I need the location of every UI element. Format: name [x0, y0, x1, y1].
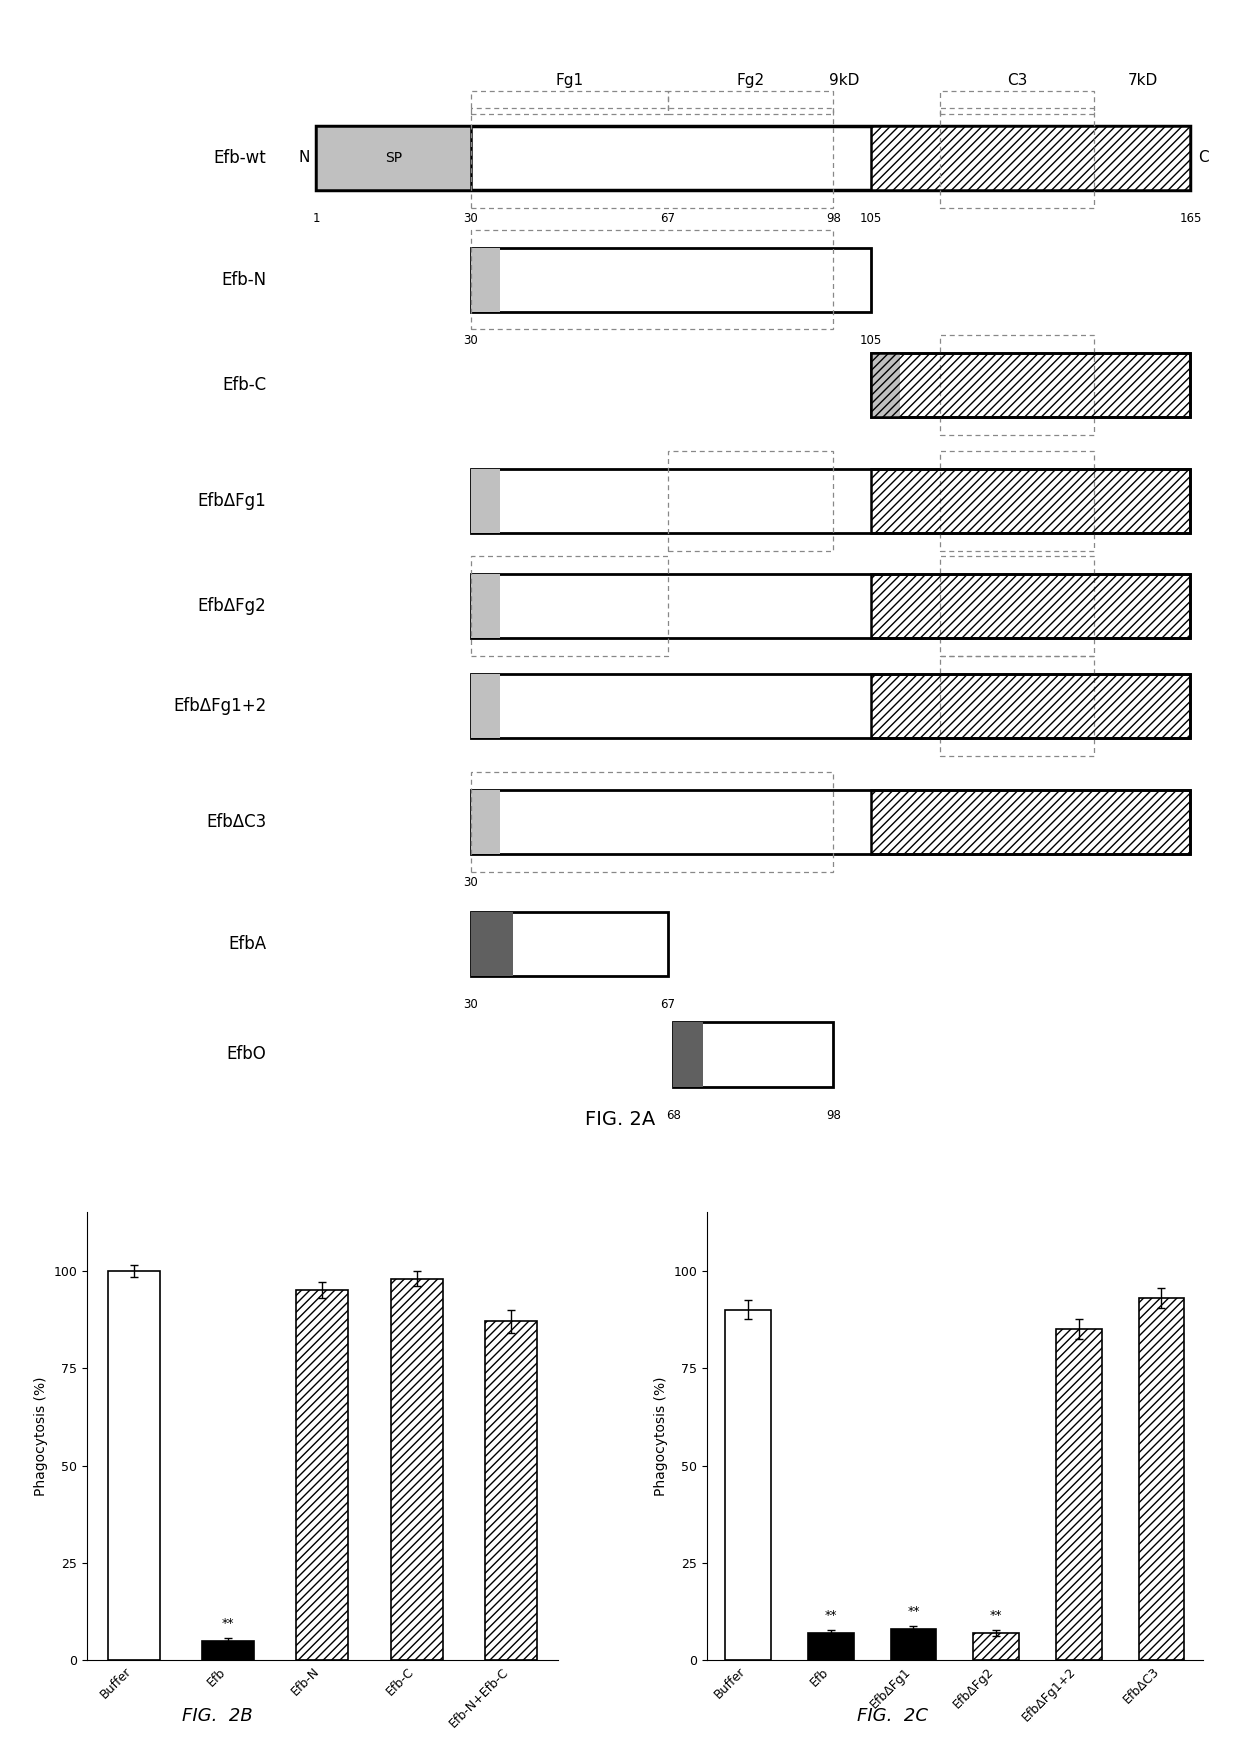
Text: EfbΔFg1+2: EfbΔFg1+2 [174, 698, 267, 715]
Bar [471, 575, 500, 638]
Bar [668, 91, 833, 114]
Bar [471, 248, 500, 311]
Text: Efb-wt: Efb-wt [213, 149, 267, 167]
Text: **: ** [908, 1606, 920, 1618]
Text: Fg1: Fg1 [556, 74, 584, 88]
Text: FIG. 2A: FIG. 2A [585, 1110, 655, 1128]
Text: 7kD: 7kD [1127, 74, 1158, 88]
Text: EfbA: EfbA [228, 935, 267, 952]
Bar [940, 452, 1095, 550]
Bar [870, 127, 1190, 190]
Text: Fg2: Fg2 [737, 74, 765, 88]
Bar [471, 773, 833, 871]
Text: EfbO: EfbO [227, 1045, 267, 1063]
Text: 67: 67 [661, 213, 676, 225]
Bar [471, 912, 668, 975]
Bar [471, 469, 1190, 532]
Bar [296, 1290, 348, 1660]
Text: 30: 30 [464, 877, 479, 889]
Bar [316, 127, 1190, 190]
Bar [870, 791, 1190, 854]
Bar [870, 353, 900, 416]
Bar [940, 557, 1095, 655]
Bar [485, 1321, 537, 1660]
Bar [471, 673, 1190, 738]
Text: 9kD: 9kD [828, 74, 859, 88]
Text: EfbΔFg1: EfbΔFg1 [198, 492, 267, 510]
Text: 30: 30 [464, 213, 479, 225]
Bar [940, 655, 1095, 756]
Text: C: C [1198, 151, 1209, 165]
Text: 30: 30 [464, 998, 479, 1010]
Text: FIG.  2C: FIG. 2C [857, 1708, 929, 1725]
Bar [940, 336, 1095, 434]
Text: **: ** [990, 1609, 1002, 1622]
Bar [471, 912, 513, 975]
Bar [316, 127, 471, 190]
Bar [471, 673, 500, 738]
Bar [940, 109, 1095, 207]
Bar [471, 791, 1190, 854]
Text: 165: 165 [1179, 213, 1202, 225]
Bar [471, 109, 833, 207]
Text: N: N [299, 151, 310, 165]
Text: 68: 68 [666, 1109, 681, 1121]
Bar [725, 1309, 771, 1660]
Text: EfbΔFg2: EfbΔFg2 [198, 597, 267, 615]
Text: 98: 98 [826, 1109, 841, 1121]
Text: 30: 30 [464, 334, 479, 346]
Text: 1: 1 [312, 213, 320, 225]
Bar [870, 575, 1190, 638]
Text: FIG.  2B: FIG. 2B [181, 1708, 253, 1725]
Bar [808, 1632, 853, 1660]
Text: C3: C3 [1007, 74, 1028, 88]
Bar [668, 452, 833, 550]
Bar [870, 353, 1190, 416]
Bar [471, 230, 833, 329]
Bar [870, 469, 1190, 532]
Text: Efb-N: Efb-N [222, 271, 267, 288]
Y-axis label: Phagocytosis (%): Phagocytosis (%) [33, 1376, 47, 1497]
Bar [870, 353, 1190, 416]
Bar [471, 575, 1190, 638]
Text: **: ** [222, 1616, 234, 1630]
Bar [673, 1023, 833, 1086]
Bar [940, 91, 1095, 114]
Y-axis label: Phagocytosis (%): Phagocytosis (%) [653, 1376, 667, 1497]
Text: 98: 98 [826, 213, 841, 225]
Bar [471, 791, 500, 854]
Text: **: ** [825, 1609, 837, 1622]
Bar [1056, 1330, 1101, 1660]
Bar [471, 91, 668, 114]
Text: Efb-C: Efb-C [222, 376, 267, 394]
Bar [202, 1641, 254, 1660]
Text: EfbΔC3: EfbΔC3 [206, 813, 267, 831]
Bar [108, 1270, 160, 1660]
Bar [471, 557, 668, 655]
Bar [973, 1632, 1019, 1660]
Bar [471, 248, 870, 311]
Bar [870, 673, 1190, 738]
Text: 67: 67 [661, 998, 676, 1010]
Text: 105: 105 [859, 334, 882, 346]
Bar [1138, 1298, 1184, 1660]
Bar [890, 1629, 936, 1660]
Bar [391, 1279, 443, 1660]
Text: SP: SP [384, 151, 402, 165]
Bar [471, 469, 500, 532]
Text: 105: 105 [859, 213, 882, 225]
Bar [673, 1023, 703, 1086]
